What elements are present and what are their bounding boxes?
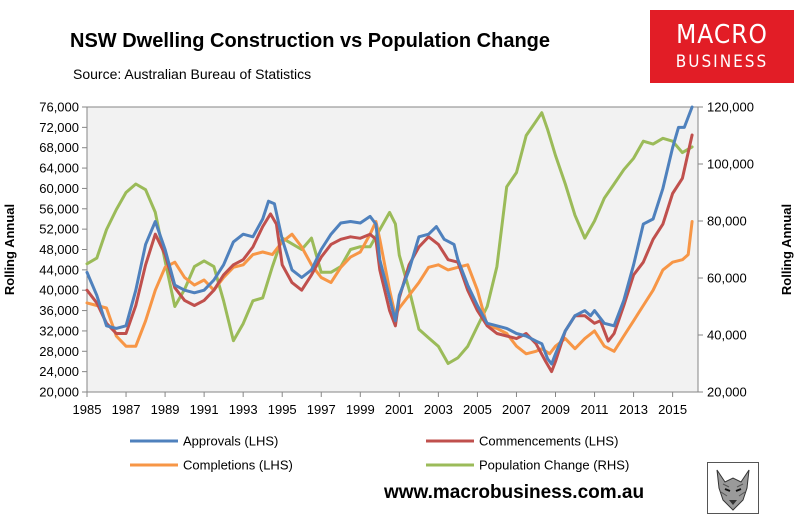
y-right-tick-label: 40,000 [707, 328, 747, 343]
y-left-tick-label: 56,000 [39, 201, 79, 216]
x-tick-label: 1995 [268, 402, 297, 417]
x-tick-label: 2011 [581, 402, 609, 417]
legend-label-3: Population Change (RHS) [479, 458, 629, 473]
y-left-tick-label: 64,000 [39, 161, 79, 176]
y-left-tick-label: 68,000 [39, 140, 79, 155]
x-tick-label: 1997 [307, 402, 336, 417]
y-left-tick-label: 36,000 [39, 303, 79, 318]
chart-title: NSW Dwelling Construction vs Population … [70, 30, 551, 52]
y-right-axis-label: Rolling Annual [779, 204, 794, 295]
y-left-tick-label: 20,000 [39, 385, 79, 400]
y-left-tick-label: 76,000 [39, 100, 79, 115]
x-tick-label: 2013 [619, 402, 648, 417]
plot-area [86, 106, 699, 393]
y-right-tick-label: 60,000 [707, 271, 747, 286]
x-tick-label: 2009 [541, 402, 570, 417]
chart-source: Source: Australian Bureau of Statistics [73, 66, 312, 82]
x-tick-label: 2003 [424, 402, 453, 417]
y-left-tick-label: 28,000 [39, 344, 79, 359]
legend-label-1: Commencements (LHS) [479, 434, 618, 449]
legend-label-0: Approvals (LHS) [183, 434, 278, 449]
y-left-tick-label: 52,000 [39, 222, 79, 237]
x-tick-label: 1985 [73, 402, 102, 417]
series-line-1 [85, 133, 694, 374]
y-left-tick-label: 40,000 [39, 283, 79, 298]
y-left-tick-label: 24,000 [39, 364, 79, 379]
y-right-tick-label: 80,000 [707, 214, 747, 229]
x-tick-label: 2005 [463, 402, 492, 417]
x-tick-label: 2007 [502, 402, 531, 417]
x-tick-label: 1987 [112, 402, 141, 417]
y-left-tick-label: 44,000 [39, 262, 79, 277]
x-tick-label: 1999 [346, 402, 375, 417]
x-tick-label: 1993 [229, 402, 258, 417]
y-left-tick-label: 60,000 [39, 181, 79, 196]
y-right-tick-label: 100,000 [707, 157, 754, 172]
y-left-axis-label: Rolling Annual [2, 204, 17, 295]
x-tick-label: 2015 [658, 402, 687, 417]
legend-label-2: Completions (LHS) [183, 458, 293, 473]
series-line-3 [85, 111, 694, 365]
macrobusiness-logo: MACRO BUSINESS [650, 10, 794, 83]
series-line-0 [85, 105, 694, 366]
logo-line2: BUSINESS [675, 52, 769, 72]
x-tick-label: 2001 [385, 402, 414, 417]
y-left-tick-label: 48,000 [39, 242, 79, 257]
y-left-tick-label: 32,000 [39, 323, 79, 338]
logo-line1: MACRO [676, 20, 768, 50]
y-right-tick-label: 20,000 [707, 385, 747, 400]
wolf-head-logo-icon [707, 462, 759, 514]
website-url: www.macrobusiness.com.au [384, 482, 645, 503]
x-tick-label: 1989 [151, 402, 180, 417]
y-left-tick-label: 72,000 [39, 120, 79, 135]
y-right-tick-label: 120,000 [707, 100, 754, 115]
x-tick-label: 1991 [190, 402, 219, 417]
